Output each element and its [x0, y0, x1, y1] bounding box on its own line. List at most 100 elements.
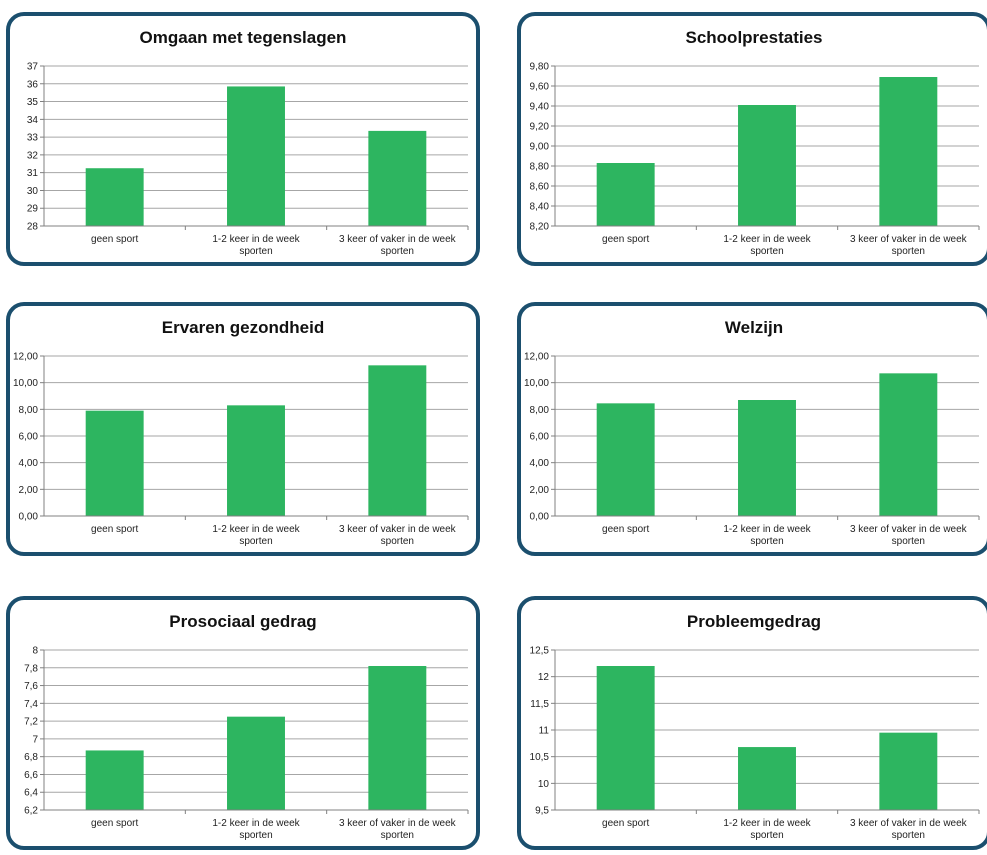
y-tick-label: 8,40	[530, 202, 550, 213]
y-tick-label: 9,20	[530, 122, 550, 133]
x-tick-label: 3 keer of vaker in de week sporten	[339, 818, 457, 841]
y-tick-label: 11,5	[530, 699, 549, 710]
y-tick-label: 6,00	[530, 432, 550, 443]
x-tick-label: geen sport	[91, 234, 138, 245]
x-tick-label: 1-2 keer in de week sporten	[723, 818, 811, 841]
y-tick-label: 34	[27, 115, 39, 126]
y-tick-label: 10,5	[530, 752, 550, 763]
x-tick-label: 3 keer of vaker in de week sporten	[339, 234, 457, 257]
y-tick-label: 7,2	[24, 717, 38, 728]
y-tick-label: 11	[539, 726, 550, 737]
x-tick-label: geen sport	[602, 524, 649, 535]
bar	[738, 747, 796, 810]
y-tick-label: 12,00	[524, 352, 549, 363]
bar	[368, 130, 427, 226]
y-tick-label: 8,60	[530, 182, 550, 193]
y-tick-label: 12,00	[13, 352, 38, 363]
y-tick-label: 9,60	[530, 82, 550, 93]
y-tick-label: 8,00	[530, 405, 550, 416]
chart-panel-schoolprestaties: Schoolprestaties 8,20 8,40 8,60 8,80 9,00 9,2…	[517, 12, 987, 266]
y-tick-label: 28	[27, 222, 39, 233]
bar	[879, 77, 938, 226]
bar-chart: 9,5 10 10,5 11 11,5 12 12,5 geen sport 1-2 keer …	[530, 646, 980, 841]
y-tick-label: 6,6	[24, 770, 38, 781]
bar	[227, 86, 285, 226]
chart-panel-probleemgedrag: Probleemgedrag 9,5 10 10,5 11 11,5 12 12,5 geen…	[517, 596, 987, 850]
y-tick-label: 10,00	[13, 378, 38, 389]
bar	[227, 405, 285, 516]
x-tick-label: 1-2 keer in de week sporten	[212, 818, 300, 841]
bar	[227, 716, 285, 810]
x-tick-label: 1-2 keer in de week sporten	[212, 524, 300, 547]
chart-title: Schoolprestaties	[685, 28, 823, 47]
y-tick-label: 33	[27, 133, 39, 144]
y-tick-label: 0,00	[19, 512, 39, 523]
y-tick-label: 4,00	[530, 458, 550, 469]
chart-title: Probleemgedrag	[686, 612, 822, 631]
bar	[879, 732, 938, 810]
y-tick-label: 2,00	[19, 485, 39, 496]
chart-title: Welzijn	[724, 318, 784, 337]
bar-chart: 0,00 2,00 4,00 6,00 8,00 10,00 12,00 geen sport…	[524, 352, 980, 547]
x-tick-label: 1-2 keer in de week sporten	[723, 234, 811, 257]
y-tick-label: 7,6	[24, 681, 38, 692]
y-tick-label: 7,8	[24, 663, 38, 674]
y-tick-label: 6,4	[24, 788, 38, 799]
bar	[738, 105, 796, 226]
y-tick-label: 8,20	[530, 222, 550, 233]
y-tick-label: 32	[27, 150, 39, 161]
y-tick-label: 29	[27, 204, 39, 215]
x-tick-label: 1-2 keer in de week sporten	[212, 234, 300, 257]
y-tick-label: 37	[27, 62, 39, 73]
x-tick-label: 3 keer of vaker in de week sporten	[850, 818, 968, 841]
chart-panel-omgaan-met-tegenslagen: Omgaan met tegenslagen 28 29 30 31 32 33 34 35 3…	[6, 12, 480, 266]
y-tick-label: 9,00	[530, 142, 550, 153]
bar	[879, 373, 938, 516]
bar-chart: 8,20 8,40 8,60 8,80 9,00 9,20 9,40 9,60 9,80 geen…	[530, 62, 980, 257]
y-tick-label: 8	[32, 646, 38, 657]
y-tick-label: 36	[27, 79, 39, 90]
chart-title: Prosociaal gedrag	[169, 612, 317, 631]
x-tick-label: 3 keer of vaker in de week sporten	[850, 524, 968, 547]
bar-chart: 6,2 6,4 6,6 6,8 7 7,2 7,4 7,6 7,8 8 geen sport 1-2 …	[24, 646, 469, 841]
y-tick-label: 0,00	[530, 512, 550, 523]
y-tick-label: 30	[27, 186, 39, 197]
bar	[85, 168, 144, 226]
bar	[596, 403, 655, 516]
bar	[85, 750, 144, 810]
y-tick-label: 6,8	[24, 752, 38, 763]
y-tick-label: 9,5	[535, 806, 549, 817]
y-tick-label: 10,00	[524, 378, 549, 389]
chart-title: Ervaren gezondheid	[161, 318, 325, 337]
y-tick-label: 8,00	[19, 405, 39, 416]
y-tick-label: 7,4	[24, 699, 38, 710]
x-tick-label: geen sport	[602, 234, 649, 245]
bar	[738, 400, 796, 516]
x-tick-label: geen sport	[602, 818, 649, 829]
x-tick-label: geen sport	[91, 524, 138, 535]
bar	[368, 365, 427, 516]
y-tick-label: 10	[538, 779, 550, 790]
x-tick-label: geen sport	[91, 818, 138, 829]
y-tick-label: 35	[27, 97, 39, 108]
x-tick-label: 3 keer of vaker in de week sporten	[850, 234, 968, 257]
y-tick-label: 8,80	[530, 162, 550, 173]
chart-panel-welzijn: Welzijn 0,00 2,00 4,00 6,00 8,00 10,00 12,00 ge…	[517, 302, 987, 556]
chart-panel-prosociaal-gedrag: Prosociaal gedrag 6,2 6,4 6,6 6,8 7 7,2 7,4 7,6…	[6, 596, 480, 850]
y-tick-label: 31	[27, 168, 39, 179]
x-tick-label: 3 keer of vaker in de week sporten	[339, 524, 457, 547]
y-tick-label: 9,80	[530, 62, 550, 73]
y-tick-label: 6,2	[24, 806, 38, 817]
y-tick-label: 7	[32, 734, 38, 745]
bar	[596, 163, 655, 226]
chart-title: Omgaan met tegenslagen	[139, 28, 347, 47]
y-tick-label: 12	[538, 672, 550, 683]
y-tick-label: 12,5	[530, 646, 550, 657]
y-tick-label: 9,40	[530, 102, 550, 113]
bar	[368, 666, 427, 810]
bar-chart: 0,00 2,00 4,00 6,00 8,00 10,00 12,00 geen sport…	[13, 352, 469, 547]
y-tick-label: 2,00	[530, 485, 550, 496]
bar-chart: 28 29 30 31 32 33 34 35 36 37 geen sport 1-2 keer i…	[27, 62, 469, 257]
y-tick-label: 6,00	[19, 432, 39, 443]
bar	[596, 666, 655, 810]
